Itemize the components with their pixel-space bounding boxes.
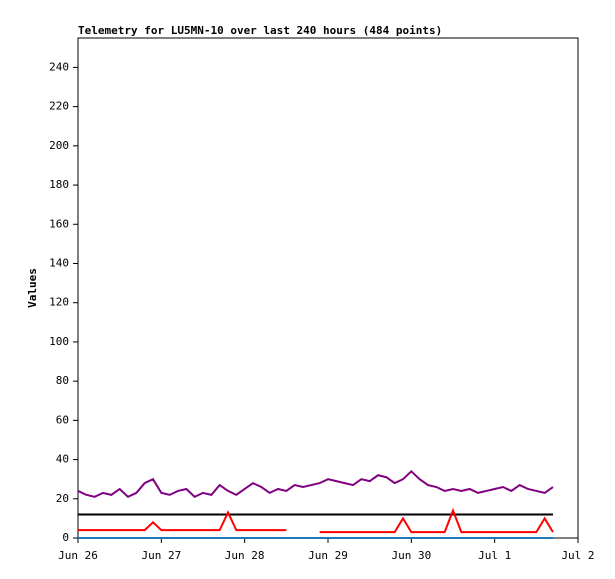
y-tick-label: 100 [49, 335, 69, 348]
x-tick-label: Jun 29 [308, 549, 348, 562]
y-tick-label: 0 [62, 531, 69, 544]
y-axis-label: Values [26, 268, 39, 308]
x-tick-label: Jul 2 [561, 549, 594, 562]
y-tick-label: 40 [56, 453, 69, 466]
series-line [77, 469, 554, 499]
x-tick-label: Jun 27 [141, 549, 181, 562]
y-tick-label: 20 [56, 492, 69, 505]
series-line [78, 507, 554, 534]
x-tick-label: Jul 1 [478, 549, 511, 562]
chart-title: Telemetry for LU5MN-10 over last 240 hou… [78, 24, 442, 37]
x-tick-label: Jun 28 [225, 549, 265, 562]
y-tick-label: 200 [49, 139, 69, 152]
y-tick-label: 120 [49, 296, 69, 309]
y-tick-label: 140 [49, 256, 69, 269]
y-tick-label: 160 [49, 217, 69, 230]
x-tick-label: Jun 30 [391, 549, 431, 562]
y-tick-label: 220 [49, 100, 69, 113]
y-tick-label: 180 [49, 178, 69, 191]
y-tick-label: 60 [56, 413, 69, 426]
x-tick-label: Jun 26 [58, 549, 98, 562]
y-tick-label: 80 [56, 374, 69, 387]
y-tick-label: 240 [49, 60, 69, 73]
plot-frame [77, 37, 579, 539]
